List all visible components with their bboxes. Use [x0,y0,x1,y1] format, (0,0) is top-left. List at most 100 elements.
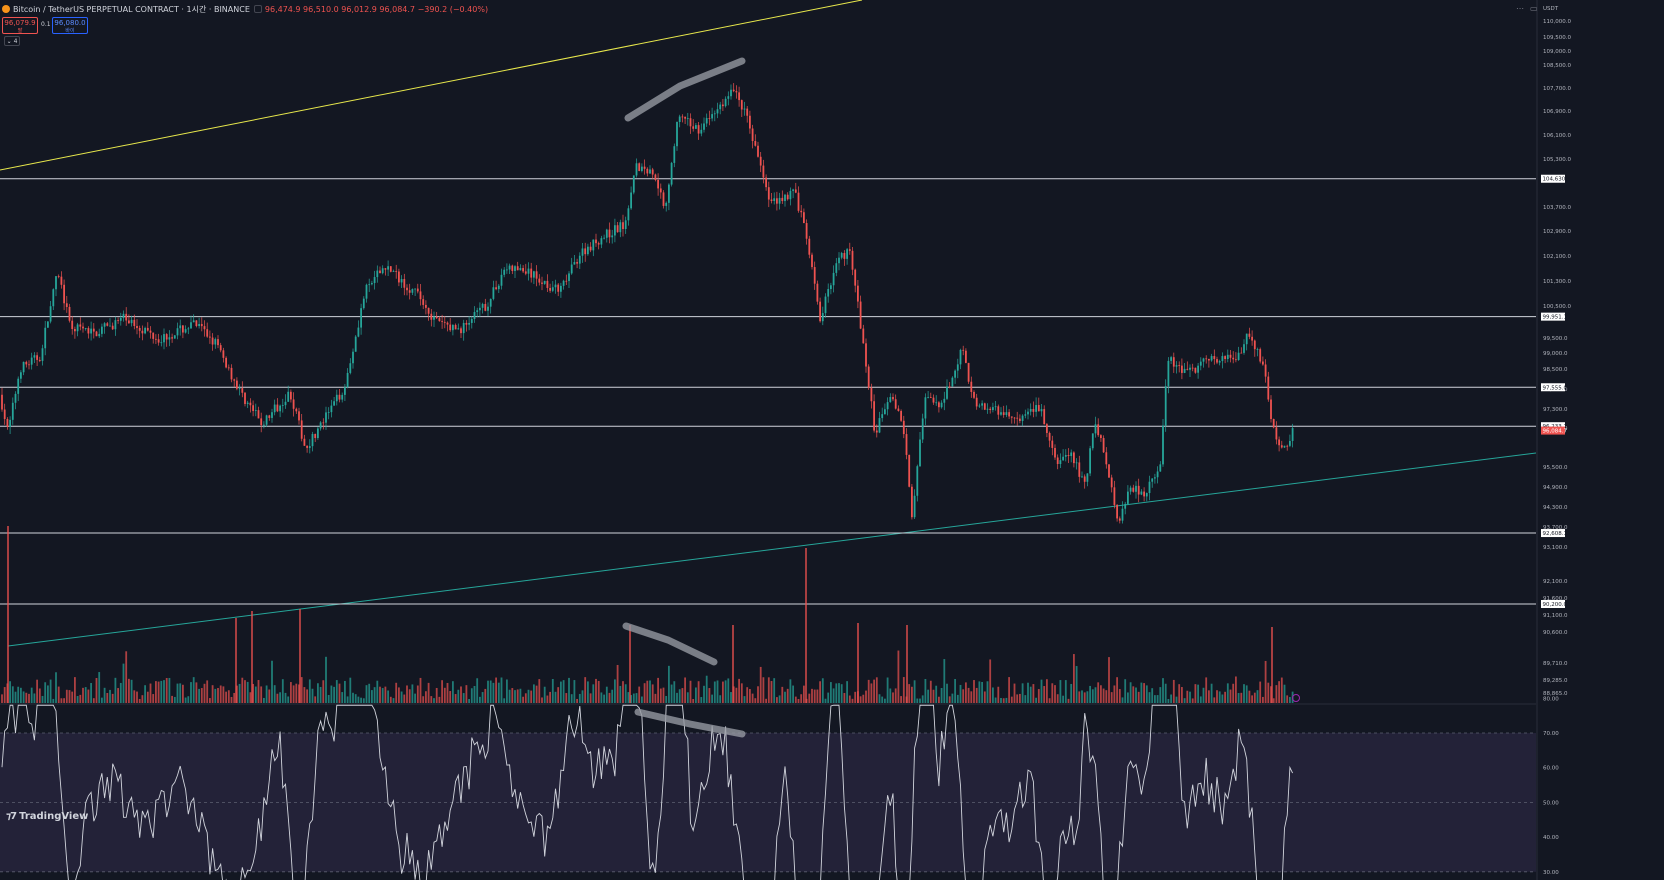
volume-bar [500,677,503,703]
candle-body [838,257,840,264]
candle-body [1237,352,1240,361]
indicators-collapse-button[interactable]: ⌄ 4 [4,36,20,46]
volume-bar [716,680,719,703]
candle-body [751,128,754,142]
volume-bar [1154,695,1156,703]
candle-body [1191,367,1194,369]
candle-body [1248,333,1251,337]
volume-bar [106,693,109,703]
rsi-divergence-marker[interactable] [634,708,746,738]
symbol-title[interactable]: Bitcoin / TetherUS PERPETUAL CONTRACT · … [13,4,250,14]
current-price-tag[interactable] [1541,426,1565,435]
candle-body [921,418,924,440]
candle-body [244,392,246,404]
candle-body [1032,408,1035,412]
candle-body [68,306,71,321]
level-price-tag[interactable] [1541,529,1565,538]
level-price-tag[interactable] [1541,312,1565,321]
candle-body [892,397,894,400]
lower-trendline[interactable] [7,452,1537,647]
level-price-tag[interactable] [1541,174,1565,183]
market-status-icon[interactable] [253,5,262,13]
candle-body [1245,333,1248,345]
candle-body [948,386,951,388]
volume-bar [1162,678,1164,703]
candle-body [290,391,292,400]
candle-body [1194,367,1197,373]
sell-button[interactable]: 96,079.9 팔 [2,17,38,34]
volume-bar [597,680,600,703]
volume-bar [203,683,206,703]
volume-bar [1073,654,1075,703]
volume-bar [1113,685,1116,703]
level-price-tag[interactable] [1541,383,1565,392]
volume-bar [1140,682,1143,703]
volume-bar [821,678,824,703]
candle-body [983,403,986,410]
volume-bar [848,695,851,703]
candle-body [497,285,500,290]
candle-body [443,321,446,323]
candle-body [254,410,257,411]
candle-body [654,174,657,180]
minimize-icon[interactable]: ▭ [1530,4,1538,13]
candle-body [1205,358,1208,360]
candle-body [951,377,954,387]
candle-body [1218,361,1221,363]
candle-body [1013,417,1016,419]
volume-bar [352,692,354,703]
candle-body [954,370,956,378]
candle-body [136,325,138,328]
candle-body [1132,487,1135,492]
candle-body [740,100,743,110]
volume-bar [1062,695,1064,703]
volume-bar [1035,697,1037,703]
candle-body [724,98,727,107]
volume-bar [44,682,47,703]
volume-bar [200,688,203,703]
candle-body [389,266,392,272]
alert-icon[interactable] [1292,694,1300,702]
candle-body [384,268,387,270]
candle-body [106,323,109,326]
price-divergence-marker[interactable] [624,57,746,122]
volume-bar [1100,685,1102,703]
candle-body [684,116,686,119]
candle-body [214,339,217,345]
candle-body [1070,452,1073,457]
more-options-icon[interactable]: ⋯ [1516,4,1524,13]
volume-bar [803,685,805,703]
sell-label: 팔 [17,28,23,34]
buy-button[interactable]: 96,080.0 바이 [52,17,88,34]
candle-body [992,407,994,411]
upper-trendline[interactable] [0,0,863,171]
volume-bar [76,696,79,703]
candle-body [95,331,98,337]
candle-body [986,408,989,410]
candle-body [57,276,60,277]
volume-bar [1191,698,1194,703]
volume-bar [789,679,792,703]
volume-bar [651,684,654,703]
candle-body [1075,462,1078,464]
level-price-tag[interactable] [1541,600,1565,609]
volume-bar [92,698,95,703]
volume-bar [635,693,638,703]
candle-body [1232,357,1235,360]
level-price-tag[interactable] [1541,422,1565,431]
volume-bar [1037,689,1040,703]
tradingview-logo[interactable]: ⁊7 TradingView [6,811,88,822]
candle-body [400,279,403,283]
candle-body [541,282,543,284]
candle-body [1259,349,1262,362]
candle-body [1121,508,1124,521]
candle-body [414,288,416,290]
candle-body [273,404,276,413]
candle-body [1197,365,1199,373]
volume-bar [14,691,17,703]
volume-divergence-marker[interactable] [622,622,718,666]
volume-bar [627,692,630,703]
candle-body [848,249,851,251]
candle-body [487,306,489,311]
